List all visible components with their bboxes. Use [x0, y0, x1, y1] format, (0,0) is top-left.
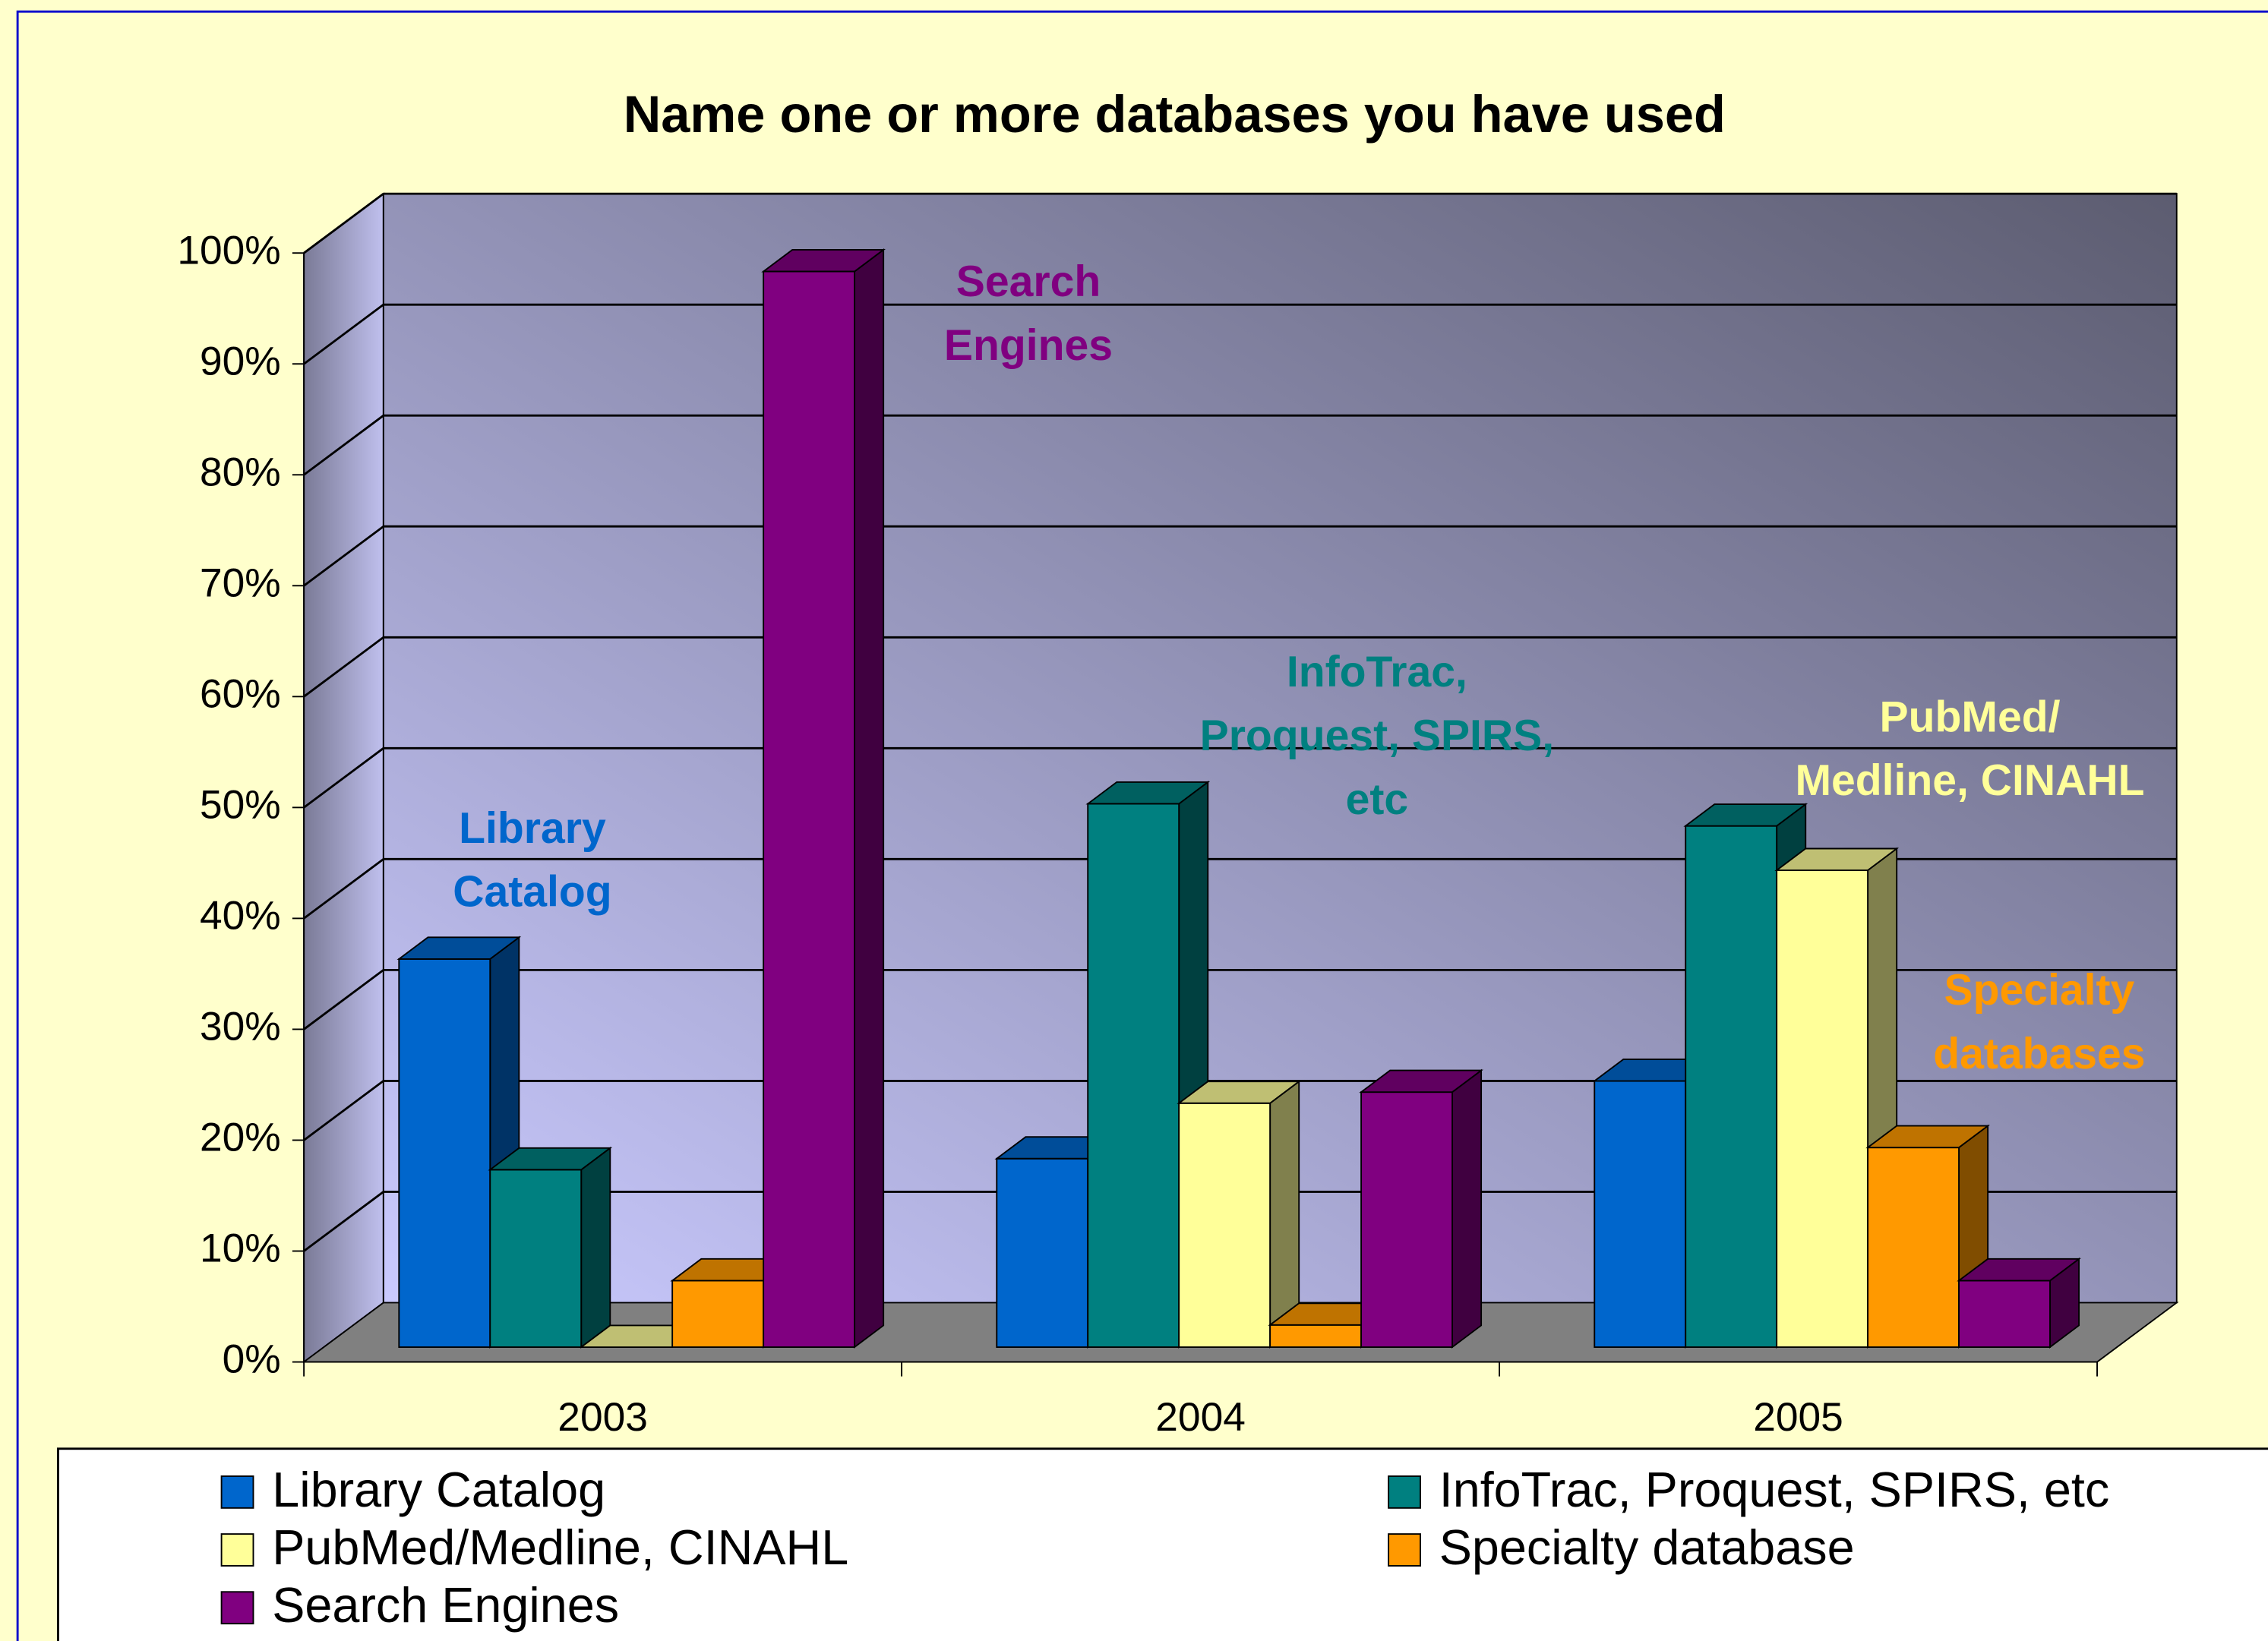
bar-top [761, 248, 886, 273]
y-tick-label: 20% [200, 1116, 281, 1160]
annotation: Engines [944, 321, 1113, 370]
bar-front [1958, 1280, 2051, 1348]
bar [1268, 1302, 1393, 1349]
bar-front [1360, 1091, 1453, 1348]
bar-top [396, 936, 522, 960]
bar-front [671, 1280, 765, 1348]
annotation: Specialty [1944, 966, 2134, 1015]
grid-line [303, 304, 384, 365]
bar-front [763, 270, 856, 1348]
legend-label: PubMed/Medline, CINAHL [272, 1520, 848, 1575]
y-tick-label: 80% [200, 450, 281, 494]
x-tick-label: 2005 [1753, 1395, 1843, 1440]
grid-line [303, 747, 384, 809]
y-tick-label: 90% [200, 339, 281, 383]
y-tick-label: 50% [200, 782, 281, 827]
bar [1957, 1257, 2081, 1349]
bar [1177, 1080, 1302, 1349]
bar-front [1178, 1102, 1271, 1348]
grid-line [303, 1080, 384, 1141]
bar-top [1683, 803, 1808, 827]
bar-side [580, 1146, 611, 1349]
bar-front [1594, 1080, 1687, 1348]
bar-front [489, 1169, 583, 1348]
legend-label: Specialty database [1439, 1520, 1855, 1575]
bar-front [1685, 825, 1778, 1348]
legend-swatch [1388, 1533, 1421, 1567]
legend-label: InfoTrac, Proquest, SPIRS, etc [1439, 1462, 2109, 1517]
grid-line [303, 415, 384, 476]
chart-border [16, 10, 2268, 1641]
legend-swatch [220, 1591, 254, 1625]
bar-top [1865, 1125, 1990, 1149]
x-tick-label: 2004 [1155, 1395, 1246, 1440]
bar-top [1177, 1081, 1302, 1104]
y-tick-label: 10% [200, 1226, 281, 1271]
y-tick-label: 0% [223, 1337, 281, 1382]
y-tick-label: 60% [200, 671, 281, 716]
grid-line [303, 858, 384, 920]
grid-line [303, 1191, 384, 1252]
legend-swatch [220, 1475, 254, 1509]
bar-top [1957, 1258, 2081, 1282]
bar-top [1085, 781, 1211, 805]
annotation: PubMed/ [1880, 693, 2061, 741]
bar [1359, 1068, 1483, 1349]
y-tick-label: 30% [200, 1005, 281, 1049]
y-tick-label: 40% [200, 893, 281, 938]
annotation: databases [1933, 1030, 2145, 1078]
y-tick-label: 100% [177, 228, 280, 273]
legend-label: Search Engines [272, 1577, 619, 1633]
annotation: InfoTrac, [1287, 648, 1467, 696]
bar-top [1359, 1069, 1483, 1093]
bar-front [398, 958, 491, 1348]
annotation: Search [956, 257, 1101, 306]
bar-front [1269, 1324, 1363, 1348]
annotation: Medline, CINAHL [1795, 756, 2144, 805]
bar-side [854, 248, 885, 1349]
annotation: Library [459, 804, 606, 853]
legend-swatch [220, 1533, 254, 1567]
bar-front [1087, 803, 1180, 1348]
bar-front [1867, 1147, 1960, 1348]
bar [488, 1146, 613, 1349]
annotation: Proquest, SPIRS, [1200, 712, 1555, 760]
grid-line [303, 192, 384, 254]
legend-box [57, 1447, 2268, 1641]
y-tick-label: 70% [200, 560, 281, 605]
chart-title: Name one or more databases you have used [624, 85, 1726, 144]
bar [761, 248, 886, 1349]
grid-line [303, 636, 384, 698]
bar-top [1774, 847, 1900, 872]
annotation: etc [1346, 775, 1409, 824]
bar-front [1776, 869, 1869, 1348]
x-tick-label: 2003 [558, 1395, 648, 1440]
bar-front [996, 1157, 1089, 1348]
legend-label: Library Catalog [272, 1462, 605, 1517]
legend-swatch [1388, 1475, 1421, 1509]
bar-side [1451, 1068, 1483, 1349]
grid-line [303, 525, 384, 587]
bar-top [488, 1147, 613, 1171]
annotation: Catalog [453, 868, 611, 917]
grid-line [303, 969, 384, 1030]
